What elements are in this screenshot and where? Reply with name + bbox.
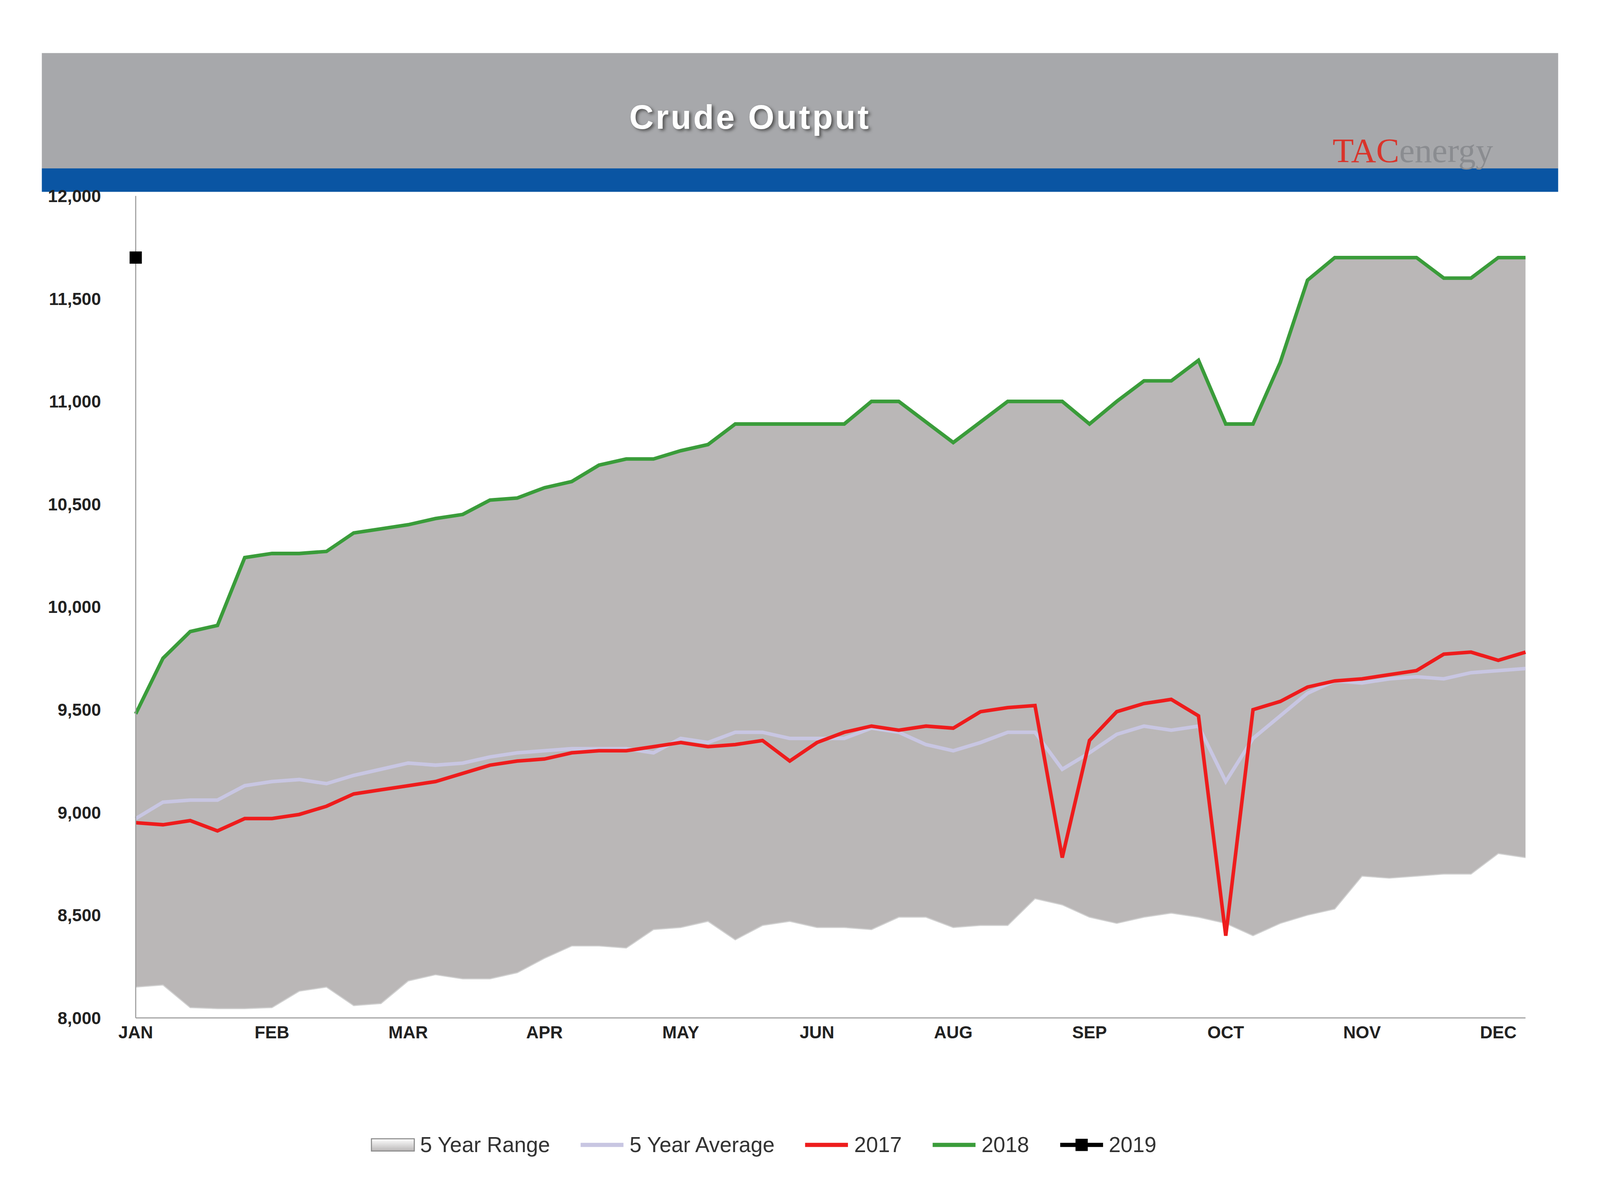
svg-text:8,500: 8,500 (57, 905, 101, 925)
svg-text:11,000: 11,000 (48, 391, 101, 412)
html-text:TAC energy: TAC energy (1332, 131, 1494, 170)
svg-text:MAR: MAR (388, 1022, 428, 1043)
svg-text:9,000: 9,000 (57, 802, 101, 823)
svg-text:10,500: 10,500 (47, 494, 101, 515)
html-text:2018: 2018 (981, 1132, 1030, 1157)
svg-text:APR: APR (526, 1022, 563, 1043)
svg-text:10,000: 10,000 (47, 597, 101, 617)
html-text:5 Year Range: 5 Year Range (420, 1132, 551, 1157)
svg-text:8,000: 8,000 (57, 1008, 101, 1028)
html-text:2019: 2019 (1108, 1132, 1157, 1157)
svg-text:FEB: FEB (254, 1022, 290, 1043)
svg-text:11,500: 11,500 (48, 289, 101, 309)
svg-text:AUG: AUG (934, 1022, 973, 1043)
svg-text:NOV: NOV (1343, 1022, 1381, 1043)
html-text:Crude Output: Crude Output (629, 97, 871, 136)
html-text:5 Year Average: 5 Year Average (629, 1132, 775, 1157)
svg-text:12,000: 12,000 (47, 186, 101, 206)
svg-text:OCT: OCT (1207, 1022, 1245, 1043)
svg-text:DEC: DEC (1480, 1022, 1517, 1043)
svg-text:9,500: 9,500 (57, 700, 101, 720)
svg-text:JAN: JAN (118, 1022, 153, 1043)
svg-text:JUN: JUN (799, 1022, 835, 1043)
html-text:2017: 2017 (854, 1132, 902, 1157)
svg-text:MAY: MAY (662, 1022, 700, 1043)
svg-text:SEP: SEP (1072, 1022, 1107, 1043)
